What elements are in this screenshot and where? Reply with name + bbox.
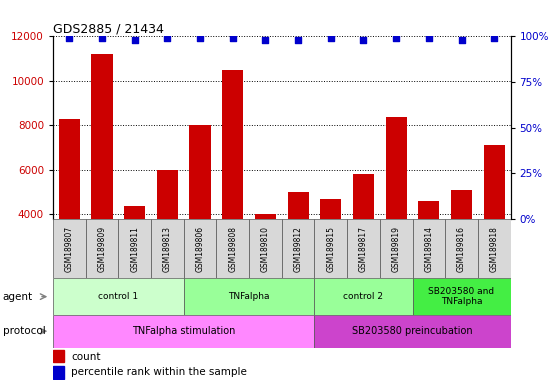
Bar xyxy=(412,219,445,278)
Point xyxy=(130,37,139,43)
Text: TNFalpha stimulation: TNFalpha stimulation xyxy=(132,326,235,336)
Bar xyxy=(412,278,511,315)
Bar xyxy=(380,219,412,278)
Point xyxy=(261,37,270,43)
Bar xyxy=(315,278,412,315)
Bar xyxy=(249,219,282,278)
Text: GSM189813: GSM189813 xyxy=(163,226,172,271)
Bar xyxy=(184,219,217,278)
Text: GSM189818: GSM189818 xyxy=(490,226,499,271)
Text: agent: agent xyxy=(3,291,33,302)
Text: GSM189814: GSM189814 xyxy=(425,226,434,271)
Point xyxy=(65,35,74,41)
Bar xyxy=(217,219,249,278)
Point xyxy=(326,35,335,41)
Bar xyxy=(157,170,178,303)
Text: GSM189812: GSM189812 xyxy=(294,226,302,271)
Text: GSM189808: GSM189808 xyxy=(228,226,237,271)
Bar xyxy=(53,350,64,362)
Bar xyxy=(451,190,472,303)
Point xyxy=(228,35,237,41)
Text: GSM189819: GSM189819 xyxy=(392,226,401,271)
Bar xyxy=(92,54,113,303)
Point xyxy=(457,37,466,43)
Text: SB203580 and
TNFalpha: SB203580 and TNFalpha xyxy=(429,287,494,306)
Bar xyxy=(347,219,380,278)
Bar xyxy=(53,219,86,278)
Bar xyxy=(59,119,80,303)
Bar xyxy=(484,146,505,303)
Text: GSM189810: GSM189810 xyxy=(261,226,270,271)
Bar xyxy=(151,219,184,278)
Text: count: count xyxy=(71,352,101,362)
Bar xyxy=(118,219,151,278)
Point xyxy=(294,37,302,43)
Bar xyxy=(53,315,315,348)
Point xyxy=(392,35,401,41)
Bar xyxy=(386,117,407,303)
Point xyxy=(425,35,434,41)
Point xyxy=(359,37,368,43)
Bar xyxy=(53,366,64,379)
Bar xyxy=(478,219,511,278)
Text: GSM189809: GSM189809 xyxy=(98,225,107,272)
Text: control 1: control 1 xyxy=(98,292,138,301)
Bar xyxy=(282,219,315,278)
Bar xyxy=(418,201,440,303)
Text: GSM189817: GSM189817 xyxy=(359,226,368,271)
Bar xyxy=(86,219,118,278)
Text: percentile rank within the sample: percentile rank within the sample xyxy=(71,367,247,377)
Text: control 2: control 2 xyxy=(344,292,383,301)
Text: protocol: protocol xyxy=(3,326,46,336)
Point xyxy=(163,35,172,41)
Point xyxy=(490,35,499,41)
Bar xyxy=(353,174,374,303)
Text: GSM189811: GSM189811 xyxy=(130,226,139,271)
Text: GSM189816: GSM189816 xyxy=(457,226,466,271)
Point xyxy=(98,35,107,41)
Bar xyxy=(255,214,276,303)
Bar xyxy=(287,192,309,303)
Bar xyxy=(320,199,341,303)
Bar xyxy=(124,205,145,303)
Bar xyxy=(53,278,184,315)
Bar xyxy=(222,70,243,303)
Text: SB203580 preincubation: SB203580 preincubation xyxy=(352,326,473,336)
Text: GSM189807: GSM189807 xyxy=(65,225,74,272)
Bar xyxy=(184,278,315,315)
Bar xyxy=(315,315,511,348)
Bar xyxy=(315,219,347,278)
Text: TNFalpha: TNFalpha xyxy=(228,292,270,301)
Text: GSM189815: GSM189815 xyxy=(326,226,335,271)
Text: GDS2885 / 21434: GDS2885 / 21434 xyxy=(53,22,164,35)
Bar xyxy=(190,126,211,303)
Bar xyxy=(445,219,478,278)
Text: GSM189806: GSM189806 xyxy=(196,225,205,272)
Point xyxy=(196,35,205,41)
